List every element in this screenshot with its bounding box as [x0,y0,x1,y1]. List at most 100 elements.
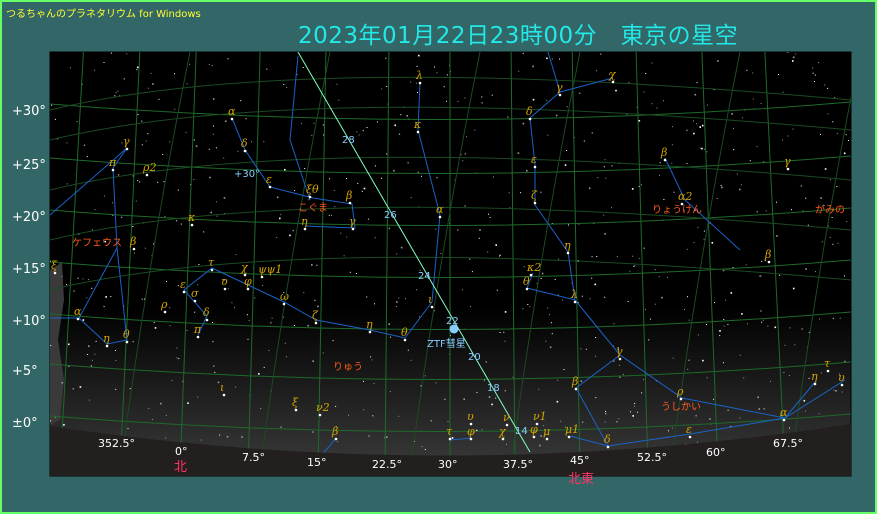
star [231,302,233,304]
star [535,422,539,426]
star [818,62,820,64]
star [54,416,56,418]
star [550,322,552,324]
star [323,134,324,136]
star-label: ν1 [533,410,547,423]
star [558,93,562,97]
star [611,165,613,167]
star [387,103,389,105]
star [193,179,195,180]
star [318,413,322,417]
star-label: ε [266,173,272,186]
star [76,121,78,123]
star [702,359,704,362]
star [604,421,606,423]
constellation-name: ケフェウス [72,237,122,249]
star [543,425,545,427]
star-label: θ [123,328,130,341]
star [829,179,831,181]
star [789,327,791,329]
constellation-name: うしかい [661,401,701,413]
star [223,278,226,281]
star [671,162,673,164]
star [595,337,597,338]
ra-grid-line [259,52,331,471]
star [139,181,141,183]
comet-marker[interactable] [449,324,459,334]
star [686,248,688,250]
star [195,145,198,147]
star [779,274,781,276]
star [91,229,93,231]
star [280,214,282,216]
star [333,189,335,191]
star [788,375,790,376]
star-label: κ [413,118,422,131]
azimuth-label: 30° [438,458,458,471]
app-title: つるちゃんのプラネタリウム for Windows [6,9,201,20]
star [193,299,197,303]
star [783,372,785,374]
star [679,397,683,401]
star [103,306,105,308]
star [609,73,611,75]
star [551,58,553,60]
star [643,247,645,249]
star [355,273,357,274]
star-label: γ [784,155,791,168]
star-label: κ [187,211,196,224]
star [446,100,447,102]
star [801,328,803,330]
star [686,403,688,404]
star-label: λ [570,288,578,301]
star [756,211,758,213]
star [194,311,196,313]
star [384,437,386,439]
star [50,260,52,262]
star [605,413,607,415]
star [136,66,139,69]
star [211,65,213,66]
star [759,275,761,277]
star [366,127,368,128]
azimuth-grid-line [701,52,719,471]
star [440,253,442,254]
ground [50,424,851,476]
star [338,99,340,101]
star-label: β [571,375,578,388]
star-label: τ [208,256,215,269]
star [756,146,758,148]
star [820,197,822,199]
star [171,379,173,381]
star [611,207,612,209]
star [603,166,605,168]
star [697,334,699,336]
star [438,215,442,219]
star [591,132,593,134]
star [415,82,417,84]
star-label: δ [203,306,210,319]
star [398,297,400,299]
comet-date-mark: 18 [487,383,500,394]
star [831,217,833,218]
star [363,380,364,382]
star [604,233,606,235]
star [334,437,338,441]
azimuth-label: 352.5° [98,437,135,450]
star [485,361,487,363]
star [396,306,398,307]
star-label: φ [244,275,252,288]
star [594,283,596,286]
star [374,303,375,305]
star [605,411,606,413]
star [164,215,166,217]
star [406,115,408,117]
star [776,201,777,203]
star [89,399,90,401]
star [208,63,210,65]
star [137,180,139,182]
star [603,214,605,216]
star [418,54,420,57]
star [160,402,162,405]
